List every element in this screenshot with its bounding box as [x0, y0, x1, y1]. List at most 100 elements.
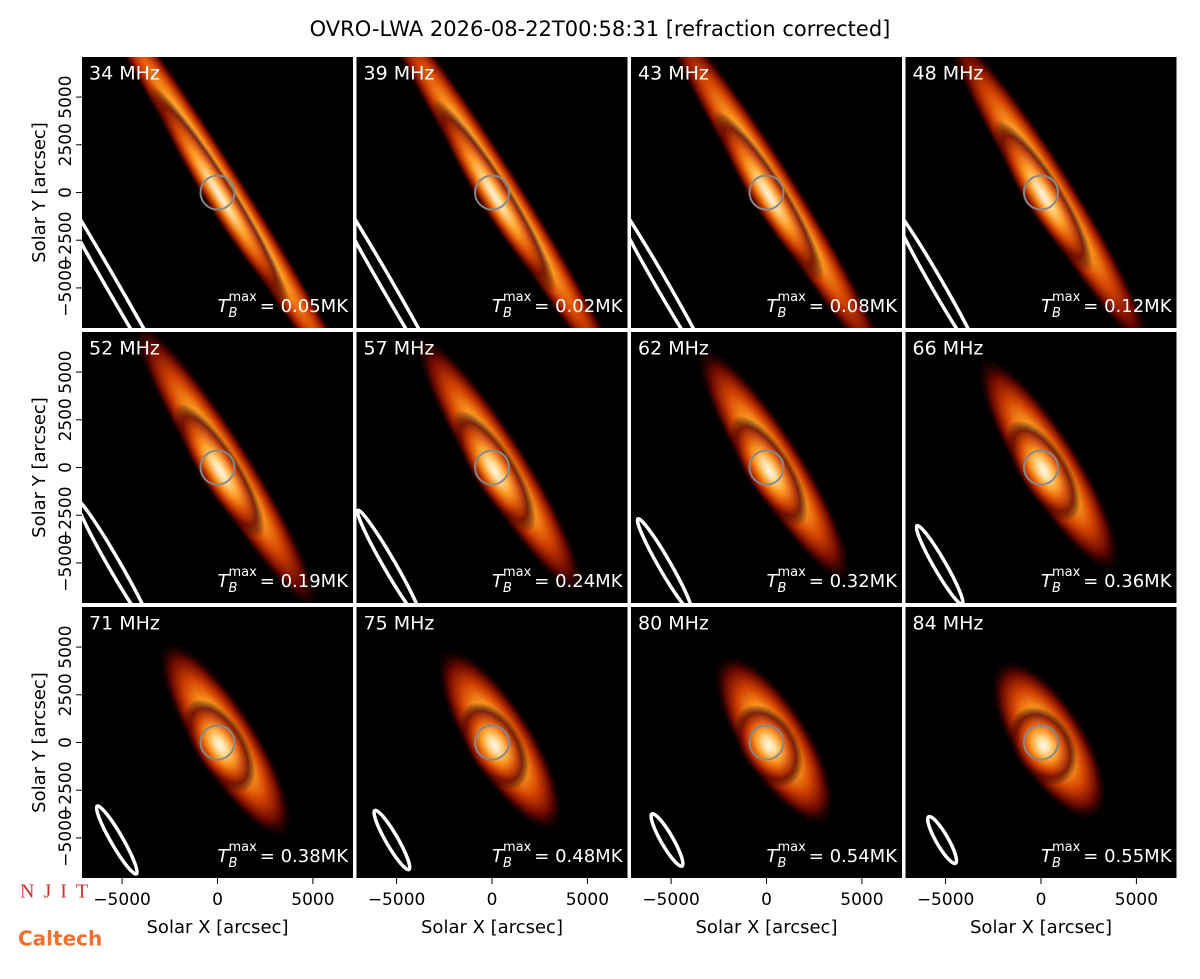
x-axis-label: Solar X [arcsec]: [970, 917, 1112, 938]
solar-limb: [748, 449, 785, 486]
y-tick-label: 5000: [56, 75, 76, 118]
solar-limb: [474, 449, 510, 486]
tb-value: = 0.54MK: [809, 846, 898, 867]
emission-core: [452, 410, 536, 532]
tb-value: = 0.38MK: [260, 846, 349, 867]
emission-core: [431, 98, 557, 293]
x-axis-label: Solar X [arcsec]: [421, 917, 563, 938]
beam: [372, 808, 412, 872]
freq-label: 80 MHz: [638, 613, 709, 635]
panel-image: [925, 657, 1108, 866]
emission-core: [729, 415, 808, 527]
tb-symbol: T: [218, 571, 231, 592]
tb-max-label: TBmax = 0.48MK: [492, 840, 624, 871]
tb-symbol: T: [492, 296, 505, 317]
tb-sup: max: [777, 290, 806, 305]
emission-core: [1009, 706, 1078, 786]
tb-max-label: TBmax = 0.02MK: [492, 290, 624, 321]
tb-max-label: TBmax = 0.05MK: [218, 290, 350, 321]
y-axis-label: Solar Y [arcsec]: [29, 672, 50, 813]
solar-limb: [199, 174, 236, 211]
emission-core: [734, 704, 803, 788]
y-tick-label: −2500: [56, 211, 76, 269]
panel-image: [914, 355, 1122, 603]
panel-image: [82, 57, 353, 328]
panel-image: [82, 332, 321, 603]
tb-value: = 0.19MK: [260, 571, 349, 592]
logo-njit: NJIT: [20, 881, 97, 903]
tb-max-label: TBmax = 0.08MK: [767, 290, 899, 321]
emission-core: [993, 120, 1093, 272]
title: OVRO-LWA 2026-08-22T00:58:31 [refraction…: [310, 17, 891, 41]
tb-value: = 0.48MK: [534, 846, 623, 867]
freq-label: 34 MHz: [89, 63, 160, 85]
y-axis-label: Solar Y [arcsec]: [29, 122, 50, 263]
tb-max-label: TBmax = 0.55MK: [1041, 840, 1173, 871]
tb-sup: max: [1052, 290, 1081, 305]
y-tick-label: 0: [56, 462, 76, 473]
tb-max-label: TBmax = 0.32MK: [767, 565, 899, 596]
x-axis-label: Solar X [arcsec]: [147, 917, 289, 938]
tb-sub: B: [778, 581, 787, 596]
tb-max-label: TBmax = 0.38MK: [218, 840, 350, 871]
emission-core: [1006, 420, 1081, 522]
freq-label: 62 MHz: [638, 338, 709, 360]
tb-value: = 0.02MK: [534, 296, 623, 317]
tb-sub: B: [229, 306, 238, 321]
tb-value: = 0.36MK: [1083, 571, 1172, 592]
y-tick-label: 2500: [56, 398, 76, 441]
tb-sup: max: [503, 290, 532, 305]
x-axis-label: Solar X [arcsec]: [696, 917, 838, 938]
tb-value: = 0.05MK: [260, 296, 349, 317]
solar-limb: [1023, 174, 1059, 211]
tb-sub: B: [229, 581, 238, 596]
x-tick-label: 0: [487, 890, 498, 910]
y-tick-label: −5000: [56, 534, 76, 592]
x-tick-label: 5000: [1115, 890, 1158, 910]
y-tick-label: 0: [56, 187, 76, 198]
freq-label: 52 MHz: [89, 338, 160, 360]
tb-symbol: T: [767, 571, 780, 592]
y-tick-label: 2500: [56, 123, 76, 166]
x-tick-label: −5000: [368, 890, 426, 910]
tb-sub: B: [778, 306, 787, 321]
beam: [905, 204, 985, 328]
tb-sub: B: [1052, 856, 1061, 871]
tb-sub: B: [503, 581, 512, 596]
beam: [635, 516, 694, 603]
panel-image: [631, 57, 894, 328]
tb-value: = 0.32MK: [809, 571, 898, 592]
emission-core: [459, 702, 529, 790]
tb-max-label: TBmax = 0.54MK: [767, 840, 899, 871]
beam: [82, 141, 196, 328]
beam: [914, 523, 965, 603]
tb-sup: max: [228, 290, 257, 305]
freq-label: 66 MHz: [913, 338, 984, 360]
panel-image: [356, 332, 586, 603]
tb-sub: B: [229, 856, 238, 871]
tb-symbol: T: [218, 846, 231, 867]
tb-symbol: T: [218, 296, 231, 317]
tb-symbol: T: [1041, 846, 1054, 867]
tb-sup: max: [228, 565, 257, 580]
tb-sub: B: [503, 856, 512, 871]
tb-max-label: TBmax = 0.19MK: [218, 565, 350, 596]
emission-core: [713, 110, 824, 282]
emission-core: [183, 699, 256, 793]
tb-max-label: TBmax = 0.12MK: [1041, 290, 1173, 321]
tb-sub: B: [778, 856, 787, 871]
solar-limb: [199, 449, 236, 486]
x-tick-label: 5000: [291, 890, 334, 910]
beam: [649, 812, 685, 868]
tb-sup: max: [503, 840, 532, 855]
x-tick-label: −5000: [642, 890, 700, 910]
tb-sub: B: [1052, 306, 1061, 321]
tb-symbol: T: [1041, 571, 1054, 592]
beam: [82, 497, 155, 603]
tb-sup: max: [777, 565, 806, 580]
beam: [94, 804, 139, 876]
freq-label: 75 MHz: [364, 613, 435, 635]
panel-image: [649, 652, 836, 868]
tb-value: = 0.55MK: [1083, 846, 1172, 867]
